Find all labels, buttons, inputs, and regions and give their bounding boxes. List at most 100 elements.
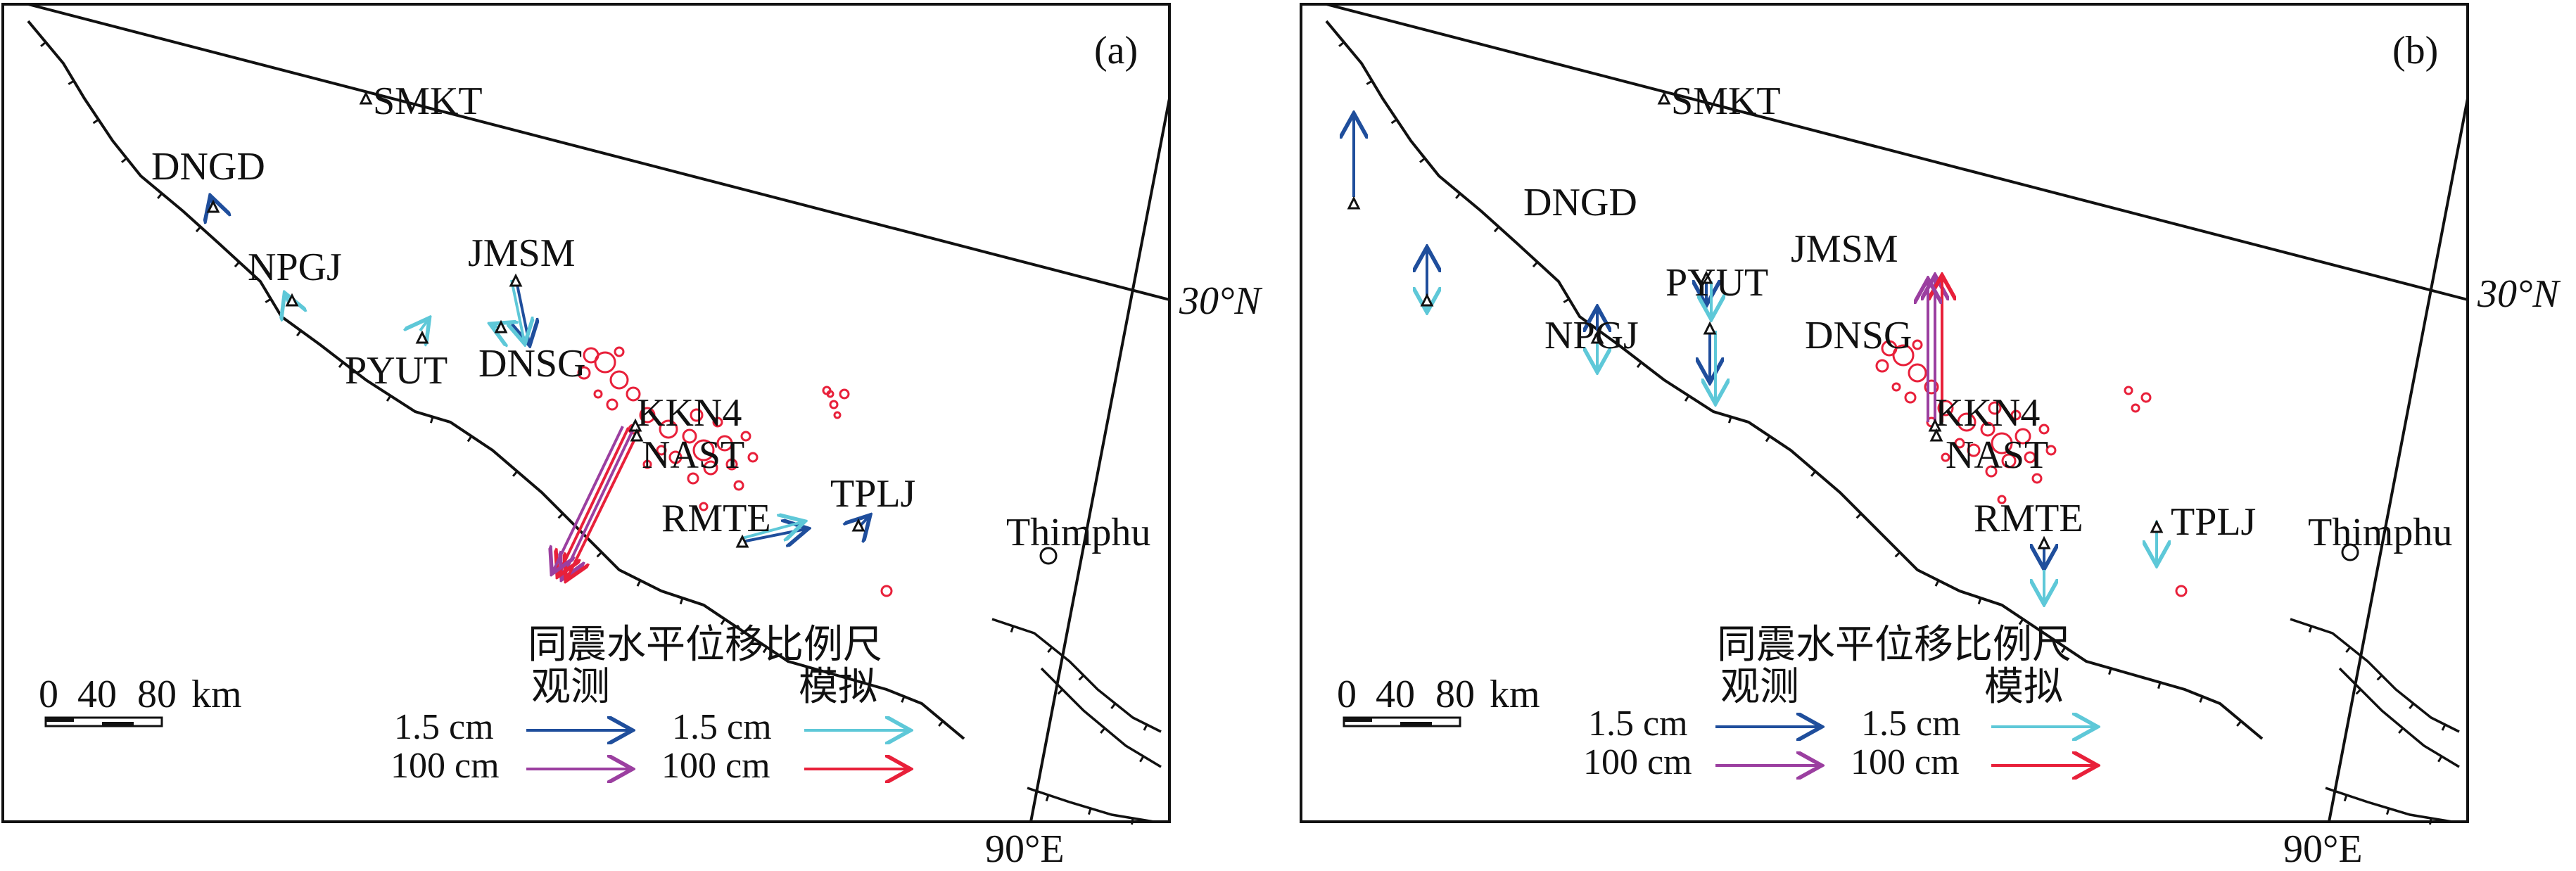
station-label: RMTE [661, 497, 771, 540]
fault-tick [467, 436, 473, 443]
panel-frame [1, 3, 1171, 823]
fault-tick [2236, 720, 2242, 727]
legend-row: 1.5 cm [1588, 704, 1688, 744]
station-labels: SMKT DNGD NPGJ JMSM PYUT DNSG KKN4 NAST … [151, 80, 1150, 554]
fault-tick [1338, 41, 1345, 47]
station-label: DNSG [1805, 314, 1912, 357]
fault-tick [1455, 193, 1461, 199]
legend-modeled: 模拟 [1984, 666, 2063, 709]
fault-tick [1810, 471, 1817, 477]
legend-row: 100 cm [661, 746, 770, 786]
station-label: SMKT [1671, 80, 1781, 123]
station-label: TPLJ [830, 472, 915, 516]
latitude-label: 30°N [1179, 279, 1262, 323]
fault-tick [2308, 625, 2313, 633]
scale-tick: 40 [1376, 673, 1415, 716]
fault-tick [2060, 647, 2067, 654]
fault-tick [1057, 688, 1064, 695]
station-label: KKN4 [637, 391, 742, 435]
fault-tick [1419, 157, 1426, 163]
panel-label: (b) [2392, 29, 2438, 72]
fault-tick [596, 551, 603, 558]
fault-tick [1110, 703, 1117, 709]
fault-tick [1977, 597, 1982, 605]
latitude-label: 30°N [2477, 272, 2561, 316]
scale-bar: 0 40 80 km [39, 673, 242, 727]
fault-tick [68, 80, 75, 85]
fault-tick [265, 298, 272, 303]
fault-ticks [2355, 688, 2443, 763]
aftershocks [1875, 339, 2188, 597]
fault-tick [1765, 436, 1771, 443]
longitude-label: 90°E [2283, 827, 2363, 871]
station-label: DNGD [1523, 181, 1637, 224]
city-label: Thimphu [1006, 511, 1150, 554]
fault-ticks [1057, 688, 1145, 763]
fault-tick [338, 362, 344, 369]
fault-tick [1010, 625, 1015, 633]
aftershocks [577, 346, 893, 597]
fault-tick [2437, 756, 2443, 763]
fault-tick [386, 395, 392, 402]
fault-tick [157, 193, 163, 199]
panel-label: (a) [1094, 29, 1138, 72]
fault-tick [2018, 618, 2024, 625]
fault-tick [2157, 682, 2162, 689]
fault-tick [2398, 727, 2404, 734]
station-label: DNSG [478, 342, 585, 386]
legend-title: 同震水平位移比例尺 [1717, 623, 2071, 667]
fault-tick [1390, 118, 1397, 125]
fault-tick [2385, 808, 2390, 815]
legend: 同震水平位移比例尺 观测 模拟 1.5 cm 100 cm 1.5 cm 100… [1583, 623, 2095, 782]
panel-b: (b) 30°N 90°E [1300, 3, 2561, 871]
station-markers [1347, 91, 2164, 549]
fault-tick [1047, 647, 1053, 653]
fault-tick [636, 580, 642, 587]
fault-tick [1532, 261, 1539, 268]
fault-tick [1131, 818, 1134, 825]
fault-tick [557, 512, 564, 519]
station-label: KKN4 [1935, 391, 2040, 435]
fault-tick [938, 720, 944, 727]
scale-tick: 0 [1337, 673, 1357, 716]
fault-tick [859, 682, 863, 689]
station-labels: SMKT DNGD NPGJ JMSM PYUT DNSG KKN4 NAST … [1523, 80, 2452, 554]
station-label: DNGD [151, 145, 265, 189]
station-label: TPLJ [2171, 500, 2256, 544]
fault-tick [121, 157, 127, 163]
fault-tick [1727, 417, 1732, 424]
fault-tick [1855, 512, 1863, 519]
fault-tick [1636, 362, 1642, 369]
scale-bar: 0 40 80 km [1337, 673, 1540, 727]
legend-row: 100 cm [1583, 742, 1692, 782]
fault-tick [2429, 818, 2432, 825]
station-label: PYUT [345, 349, 448, 393]
longitude-label: 90°E [985, 827, 1065, 871]
legend-row: 100 cm [1851, 742, 1960, 782]
fault-tick [1045, 794, 1050, 802]
fault-tick [1493, 226, 1500, 233]
fault-tick [2409, 703, 2415, 709]
scale-tick: 0 [39, 673, 58, 716]
scale-unit: km [191, 673, 242, 716]
station-label: NAST [1946, 433, 2048, 477]
fault-tick [2441, 724, 2447, 731]
fault-tick [2199, 696, 2204, 703]
scale-tick: 80 [1435, 673, 1475, 716]
station-label: NPGJ [1544, 314, 1639, 357]
legend-title: 同震水平位移比例尺 [528, 623, 882, 667]
station-markers [206, 91, 865, 548]
fault-ticks [1338, 41, 2242, 727]
fault-ticks [2343, 794, 2432, 825]
fault-tick [512, 471, 519, 477]
longitude-line [2328, 98, 2469, 822]
fault-tick [40, 41, 46, 47]
displacement-vectors [211, 198, 868, 578]
scale-unit: km [1490, 673, 1540, 716]
fault-tick [1563, 298, 1570, 303]
fault-tick [810, 668, 814, 675]
fault-tick [2355, 688, 2362, 695]
panel-a: (a) 30°N 90°E [1, 3, 1262, 871]
legend-modeled: 模拟 [799, 666, 877, 709]
